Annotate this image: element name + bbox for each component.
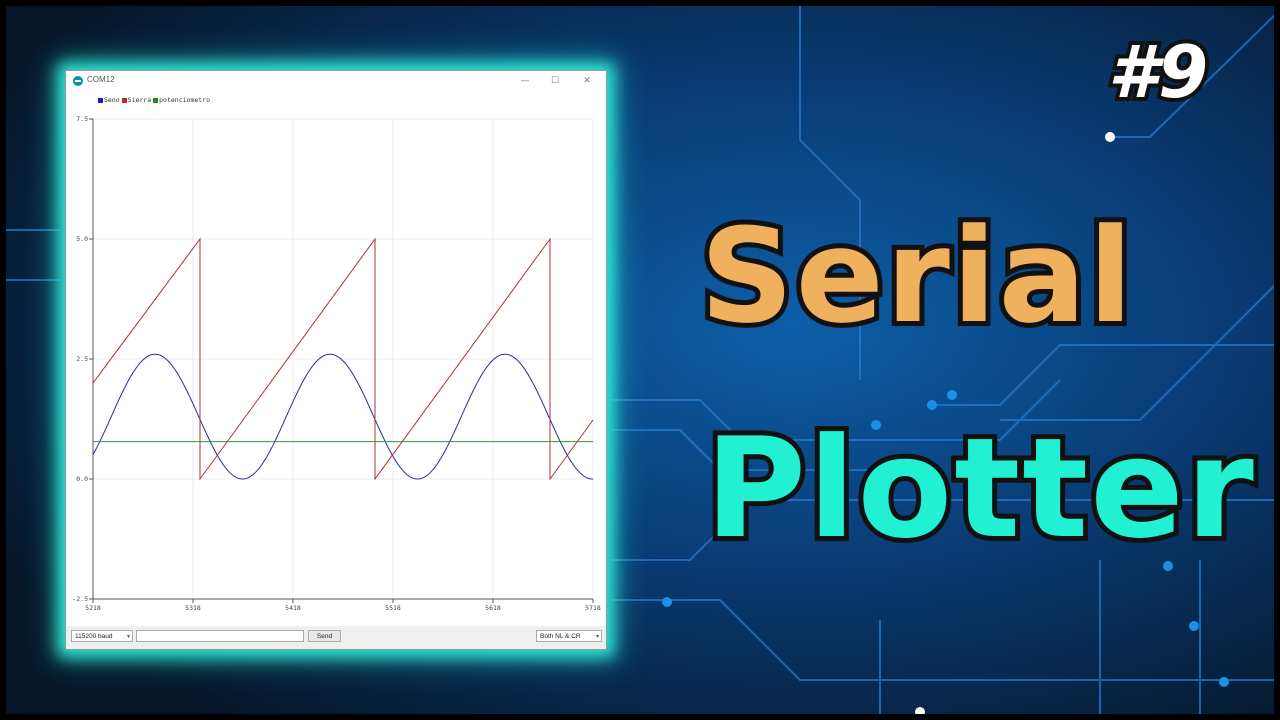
y-tick-label: 5.0 bbox=[76, 235, 88, 243]
legend-item-potenciometro: potenciometro bbox=[153, 96, 210, 104]
legend-item-seno: Seno bbox=[98, 96, 120, 104]
y-tick-label: 0.0 bbox=[76, 475, 88, 483]
serial-input[interactable] bbox=[136, 630, 304, 642]
x-tick-label: 5718 bbox=[585, 604, 601, 612]
y-tick-label: -2.5 bbox=[72, 595, 88, 603]
x-tick-label: 5518 bbox=[385, 604, 401, 612]
x-tick-label: 5618 bbox=[485, 604, 501, 612]
send-button[interactable]: Send bbox=[308, 630, 341, 642]
x-tick-label: 5418 bbox=[285, 604, 301, 612]
legend-swatch-potenciometro bbox=[153, 97, 159, 103]
baud-rate-value: 115200 baud bbox=[75, 633, 113, 640]
arduino-icon bbox=[73, 76, 83, 86]
plot-legend: Seno Sierra potenciometro bbox=[98, 96, 210, 104]
y-tick-label: 7.5 bbox=[76, 115, 88, 123]
x-tick-label: 5318 bbox=[185, 604, 201, 612]
chevron-down-icon: ▾ bbox=[595, 634, 599, 640]
legend-label-sierra: Sierra bbox=[127, 96, 152, 104]
series-line-sierra bbox=[92, 237, 594, 481]
window-title: COM12 bbox=[87, 75, 115, 84]
y-tick-label: 2.5 bbox=[76, 355, 88, 363]
minimize-button[interactable]: — bbox=[520, 76, 530, 86]
close-button[interactable]: ✕ bbox=[583, 76, 591, 86]
series-line-seno bbox=[92, 353, 593, 480]
legend-label-potenciometro: potenciometro bbox=[159, 96, 211, 104]
legend-label-seno: Seno bbox=[104, 96, 120, 104]
title-bar[interactable]: COM12 — ☐ ✕ bbox=[66, 71, 606, 91]
serial-plotter-window: COM12 — ☐ ✕ Seno Sierra potenciometro 7.… bbox=[65, 70, 607, 650]
bottom-toolbar: 115200 baud ▾ Send Both NL & CR ▾ bbox=[66, 626, 606, 649]
legend-swatch-seno bbox=[98, 97, 103, 103]
maximize-button[interactable]: ☐ bbox=[550, 76, 560, 86]
chevron-down-icon: ▾ bbox=[126, 634, 130, 640]
episode-number: #9 bbox=[1104, 26, 1212, 118]
title-serial: Serial bbox=[695, 195, 1138, 357]
line-ending-value: Both NL & CR bbox=[540, 633, 581, 640]
x-tick-label: 5218 bbox=[85, 604, 101, 612]
line-ending-select[interactable]: Both NL & CR ▾ bbox=[536, 630, 602, 642]
legend-swatch-sierra bbox=[121, 97, 127, 103]
title-plotter: Plotter bbox=[700, 403, 1259, 574]
baud-rate-select[interactable]: 115200 baud ▾ bbox=[71, 630, 133, 642]
legend-item-sierra: Sierra bbox=[121, 96, 152, 104]
